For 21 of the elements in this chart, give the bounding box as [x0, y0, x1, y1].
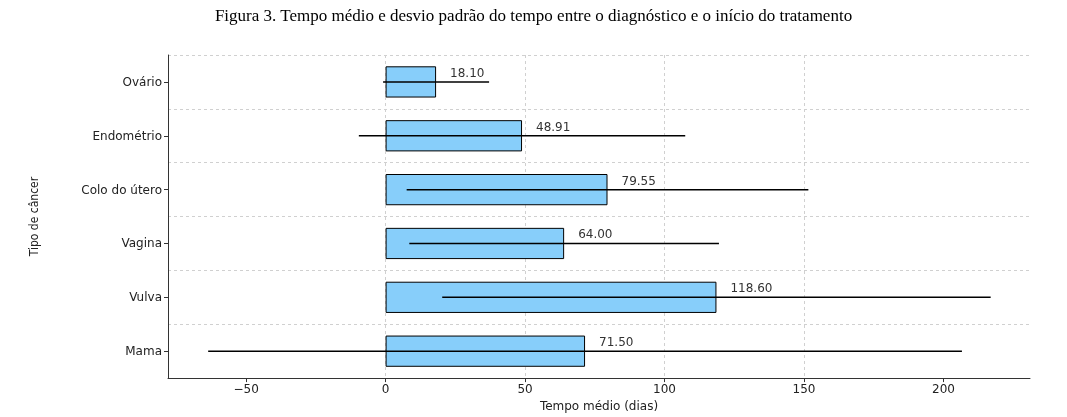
data-label: 48.91: [536, 119, 571, 134]
x-tick-label: 50: [517, 382, 533, 397]
data-label: 71.50: [599, 335, 634, 350]
x-tick-label: 100: [653, 382, 677, 397]
data-label: 118.60: [730, 281, 773, 296]
data-label: 18.10: [450, 65, 485, 80]
y-tick-label: Endométrio: [92, 128, 162, 143]
y-tick-label: Vagina: [121, 236, 162, 251]
x-tick-label: 200: [932, 382, 955, 397]
x-tick-label: 150: [792, 382, 816, 397]
y-tick-label: Vulva: [129, 290, 162, 305]
x-tick-label: 0: [381, 382, 390, 397]
y-tick-label: Ovário: [122, 74, 162, 89]
x-axis-title: Tempo médio (dias): [538, 399, 659, 413]
data-label: 79.55: [621, 173, 656, 188]
data-label: 64.00: [578, 227, 613, 242]
y-tick-label: Mama: [125, 344, 162, 359]
chart-title: Figura 3. Tempo médio e desvio padrão do tempo entre o diagnóstico e o início do tratamento: [214, 6, 853, 25]
y-axis-title: Tipo de câncer: [27, 176, 41, 258]
x-tick-label: −50: [233, 382, 259, 397]
y-tick-label: Colo do útero: [81, 182, 162, 197]
